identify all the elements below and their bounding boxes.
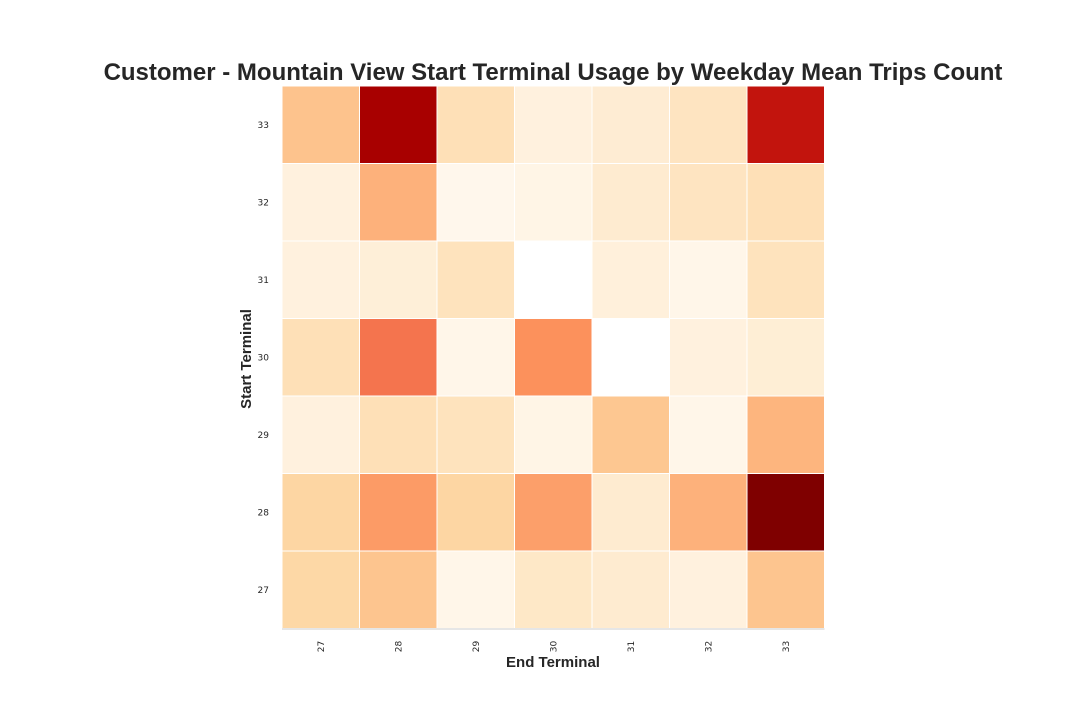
heatmap-cell	[669, 240, 748, 319]
heatmap-cell	[514, 473, 593, 552]
heatmap-cell	[591, 395, 670, 474]
y-tick-labels: 33 32 31 30 29 28 27	[258, 121, 270, 596]
heatmap-cell	[669, 318, 748, 397]
heatmap-cell	[669, 395, 748, 474]
x-tick-labels: 27 28 29 30 31 32 33	[317, 641, 792, 653]
heatmap-cell	[436, 163, 515, 242]
heatmap-cell	[514, 395, 593, 474]
heatmap-cell	[514, 163, 593, 242]
heatmap-cells	[281, 85, 825, 629]
heatmap-cell	[746, 550, 825, 629]
heatmap-cell	[281, 85, 360, 164]
heatmap-cell	[746, 473, 825, 552]
y-axis-label: Start Terminal	[238, 309, 255, 409]
heatmap-cell	[436, 318, 515, 397]
heatmap-cell	[591, 318, 670, 397]
heatmap-cell	[359, 550, 438, 629]
chart-title: Customer - Mountain View Start Terminal …	[104, 59, 1003, 86]
heatmap-cell	[436, 550, 515, 629]
y-tick-label: 31	[258, 276, 269, 286]
heatmap-cell	[669, 473, 748, 552]
heatmap-cell	[746, 395, 825, 474]
x-tick-label: 29	[472, 641, 482, 653]
x-tick-label: 30	[549, 641, 559, 653]
heatmap-cell	[436, 473, 515, 552]
heatmap-cell	[591, 550, 670, 629]
y-tick-label: 27	[258, 586, 269, 596]
heatmap-cell	[359, 85, 438, 164]
heatmap-cell	[359, 240, 438, 319]
heatmap-cell	[514, 240, 593, 319]
heatmap-cell	[359, 473, 438, 552]
heatmap-cell	[746, 163, 825, 242]
heatmap-cell	[359, 318, 438, 397]
heatmap-cell	[669, 163, 748, 242]
heatmap-cell	[669, 550, 748, 629]
heatmap-cell	[436, 85, 515, 164]
y-tick-label: 33	[258, 121, 269, 131]
y-tick-label: 28	[258, 508, 270, 518]
heatmap-cell	[281, 318, 360, 397]
y-tick-label: 32	[258, 198, 269, 208]
y-tick-label: 29	[258, 431, 270, 441]
x-tick-label: 28	[394, 641, 404, 653]
x-tick-label: 31	[627, 641, 637, 652]
x-axis-label: End Terminal	[506, 654, 600, 671]
heatmap-cell	[514, 85, 593, 164]
x-tick-label: 27	[317, 641, 327, 652]
heatmap-cell	[514, 550, 593, 629]
heatmap-cell	[514, 318, 593, 397]
y-tick-label: 30	[258, 353, 270, 363]
heatmap-cell	[436, 395, 515, 474]
heatmap-cell	[436, 240, 515, 319]
heatmap-cell	[669, 85, 748, 164]
heatmap-cell	[746, 240, 825, 319]
heatmap-cell	[281, 473, 360, 552]
heatmap-cell	[281, 240, 360, 319]
x-tick-label: 32	[704, 641, 714, 652]
heatmap-cell	[359, 163, 438, 242]
heatmap-cell	[359, 395, 438, 474]
heatmap-cell	[281, 550, 360, 629]
heatmap-cell	[591, 473, 670, 552]
heatmap-cell	[591, 163, 670, 242]
heatmap-cell	[281, 163, 360, 242]
heatmap-cell	[746, 85, 825, 164]
heatmap-cell	[591, 240, 670, 319]
x-tick-label: 33	[782, 641, 792, 652]
heatmap-cell	[281, 395, 360, 474]
heatmap-cell	[746, 318, 825, 397]
heatmap-cell	[591, 85, 670, 164]
